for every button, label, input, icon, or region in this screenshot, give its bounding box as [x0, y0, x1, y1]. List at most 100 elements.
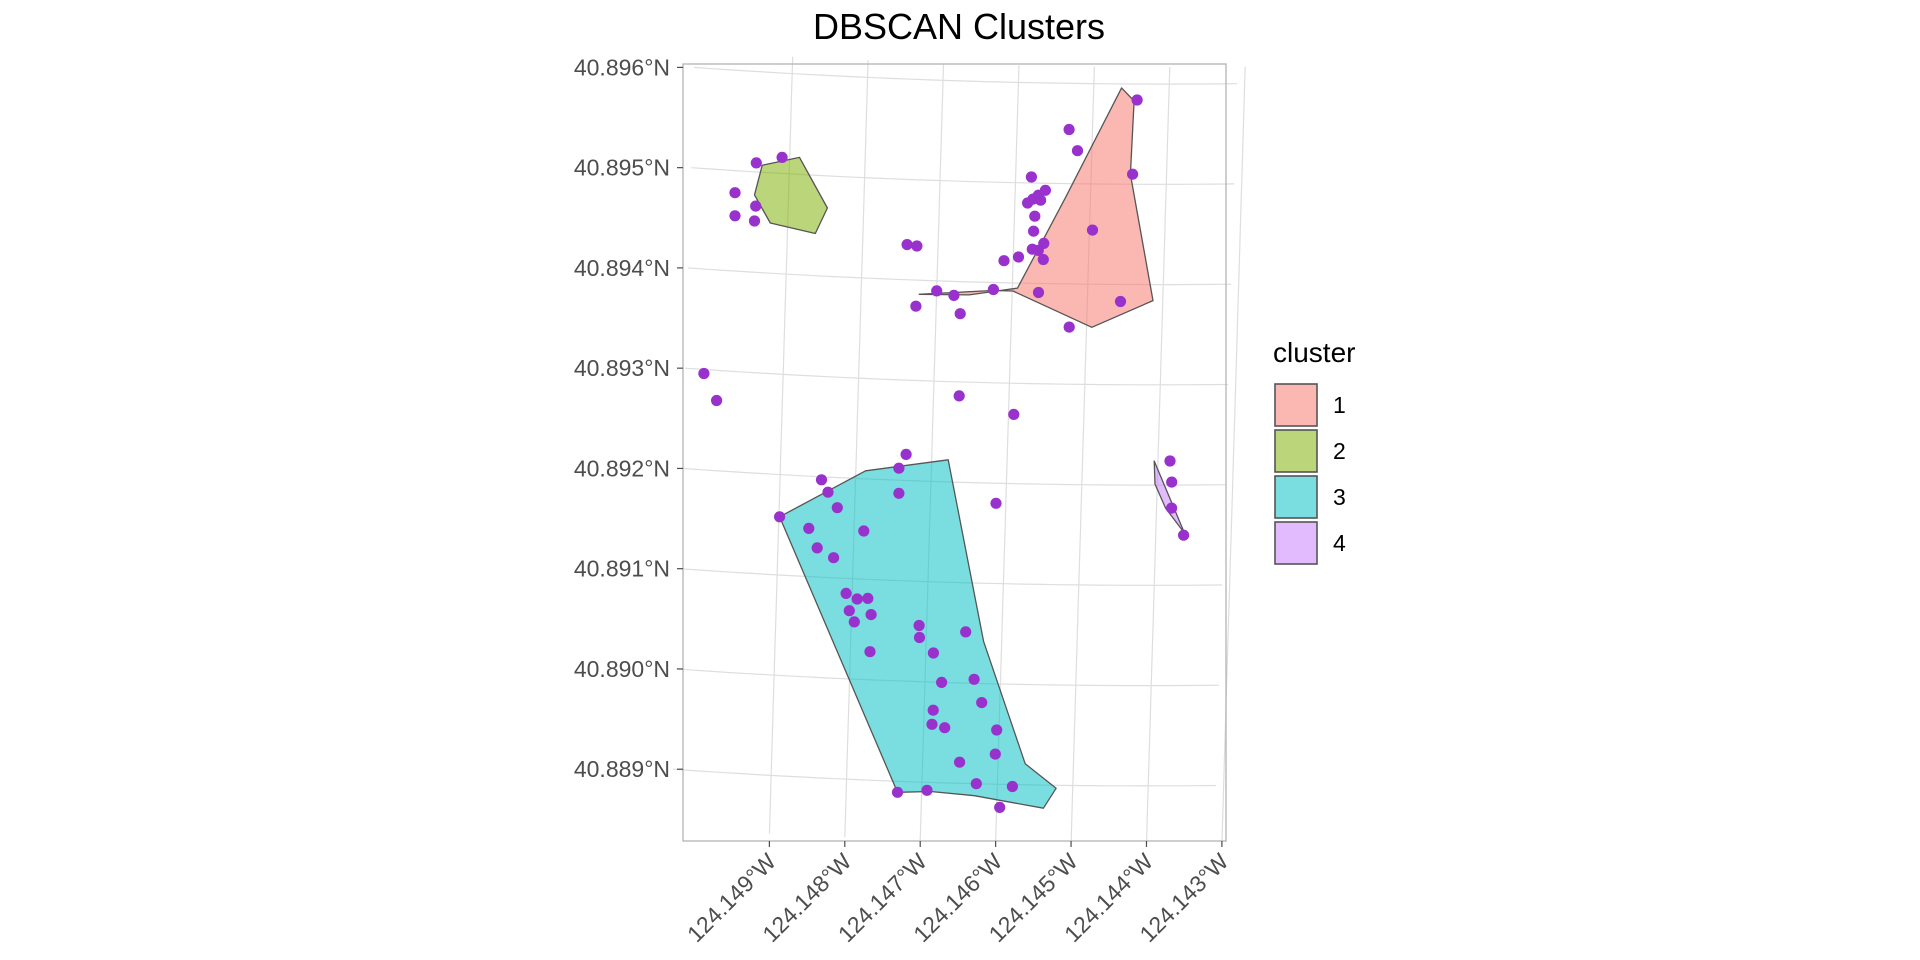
legend-label: 4 [1333, 530, 1346, 556]
data-point [815, 474, 828, 486]
data-point [1032, 286, 1045, 299]
data-point [1032, 244, 1044, 256]
legend-label: 3 [1333, 484, 1346, 510]
data-point [968, 673, 980, 685]
gridline-lat [685, 367, 1229, 386]
data-point [1114, 295, 1127, 308]
y-axis: 40.889°N 40.890°N 40.891°N 40.892°N 40.893°N… [574, 54, 683, 782]
cluster-hull-1 [918, 87, 1154, 328]
data-point [991, 724, 1003, 736]
data-point [948, 289, 960, 301]
data-point [976, 697, 988, 709]
data-point [1164, 455, 1176, 467]
gridline-lat [682, 467, 1226, 486]
data-point [776, 151, 788, 163]
data-point [1166, 476, 1178, 488]
data-point [901, 239, 913, 251]
data-point [913, 631, 926, 644]
legend-key-4 [1274, 521, 1318, 565]
data-point [851, 593, 863, 605]
data-point [843, 605, 855, 617]
data-point [711, 394, 723, 407]
data-point [960, 626, 972, 638]
y-tick-label: 40.894°N [574, 255, 670, 281]
data-point [748, 215, 761, 227]
x-axis: 124.149°W124.148°W124.147°W124.146°W124.… [682, 841, 1234, 947]
data-point [1028, 225, 1040, 237]
legend-label: 1 [1333, 392, 1346, 418]
data-point [858, 525, 870, 537]
data-point [998, 255, 1010, 267]
legend-key-3 [1274, 475, 1318, 519]
data-point [1063, 123, 1075, 136]
legend: cluster 1 2 3 4 [1273, 337, 1355, 565]
data-point [931, 285, 943, 297]
data-point [1037, 253, 1049, 266]
data-point [953, 390, 965, 402]
data-point [750, 200, 762, 212]
data-point [954, 756, 966, 768]
data-point [1008, 408, 1020, 420]
data-point [729, 210, 741, 222]
panel-border [682, 63, 1227, 842]
data-point [987, 283, 1000, 296]
data-point [970, 778, 982, 790]
y-tick-label: 40.893°N [574, 355, 670, 381]
legend-key-1 [1274, 383, 1318, 427]
data-point [729, 187, 741, 199]
data-point [1071, 145, 1084, 157]
legend-key-2 [1274, 429, 1318, 473]
data-point [910, 300, 922, 312]
data-point [864, 646, 876, 658]
y-tick-label: 40.895°N [574, 155, 670, 181]
data-point [698, 367, 710, 380]
data-point [1006, 780, 1019, 793]
data-point [891, 786, 904, 798]
data-point [893, 487, 905, 499]
gridline-lon [844, 60, 869, 838]
data-point [893, 462, 905, 474]
data-point [822, 486, 834, 498]
data-point [1012, 251, 1025, 263]
y-tick-label: 40.890°N [574, 656, 670, 682]
data-point [831, 502, 843, 514]
data-point [1086, 224, 1099, 236]
data-point [774, 511, 786, 523]
data-point [994, 801, 1006, 814]
data-point [1127, 168, 1139, 180]
data-point [1035, 194, 1047, 206]
data-point [989, 748, 1001, 760]
data-point [911, 240, 923, 252]
y-tick-label: 40.889°N [574, 756, 670, 782]
data-point [990, 497, 1002, 509]
data-point [1166, 502, 1178, 514]
y-tick-label: 40.892°N [574, 455, 670, 481]
data-point [927, 704, 939, 716]
data-point [921, 784, 933, 796]
data-point [1025, 171, 1037, 183]
gridline-lat [694, 66, 1238, 85]
legend-items: 1 2 3 4 [1274, 383, 1346, 565]
data-points [698, 94, 1190, 814]
gridline-lon [1145, 66, 1171, 845]
data-point [913, 619, 925, 632]
data-point [828, 552, 840, 564]
chart-title: DBSCAN Clusters [813, 6, 1105, 47]
data-point [939, 722, 951, 734]
data-point [900, 448, 912, 460]
data-point [862, 592, 874, 605]
data-point [936, 676, 948, 689]
y-tick-label: 40.896°N [574, 54, 670, 80]
data-point [811, 542, 823, 554]
data-point [927, 647, 940, 659]
legend-label: 2 [1333, 438, 1346, 464]
cluster-hull-2 [753, 156, 829, 235]
data-point [1131, 94, 1143, 106]
data-point [954, 308, 966, 320]
data-point [1063, 321, 1075, 333]
data-point [865, 609, 877, 621]
data-point [848, 616, 860, 628]
data-point [803, 522, 815, 535]
legend-title: cluster [1273, 337, 1355, 368]
data-point [926, 718, 938, 730]
